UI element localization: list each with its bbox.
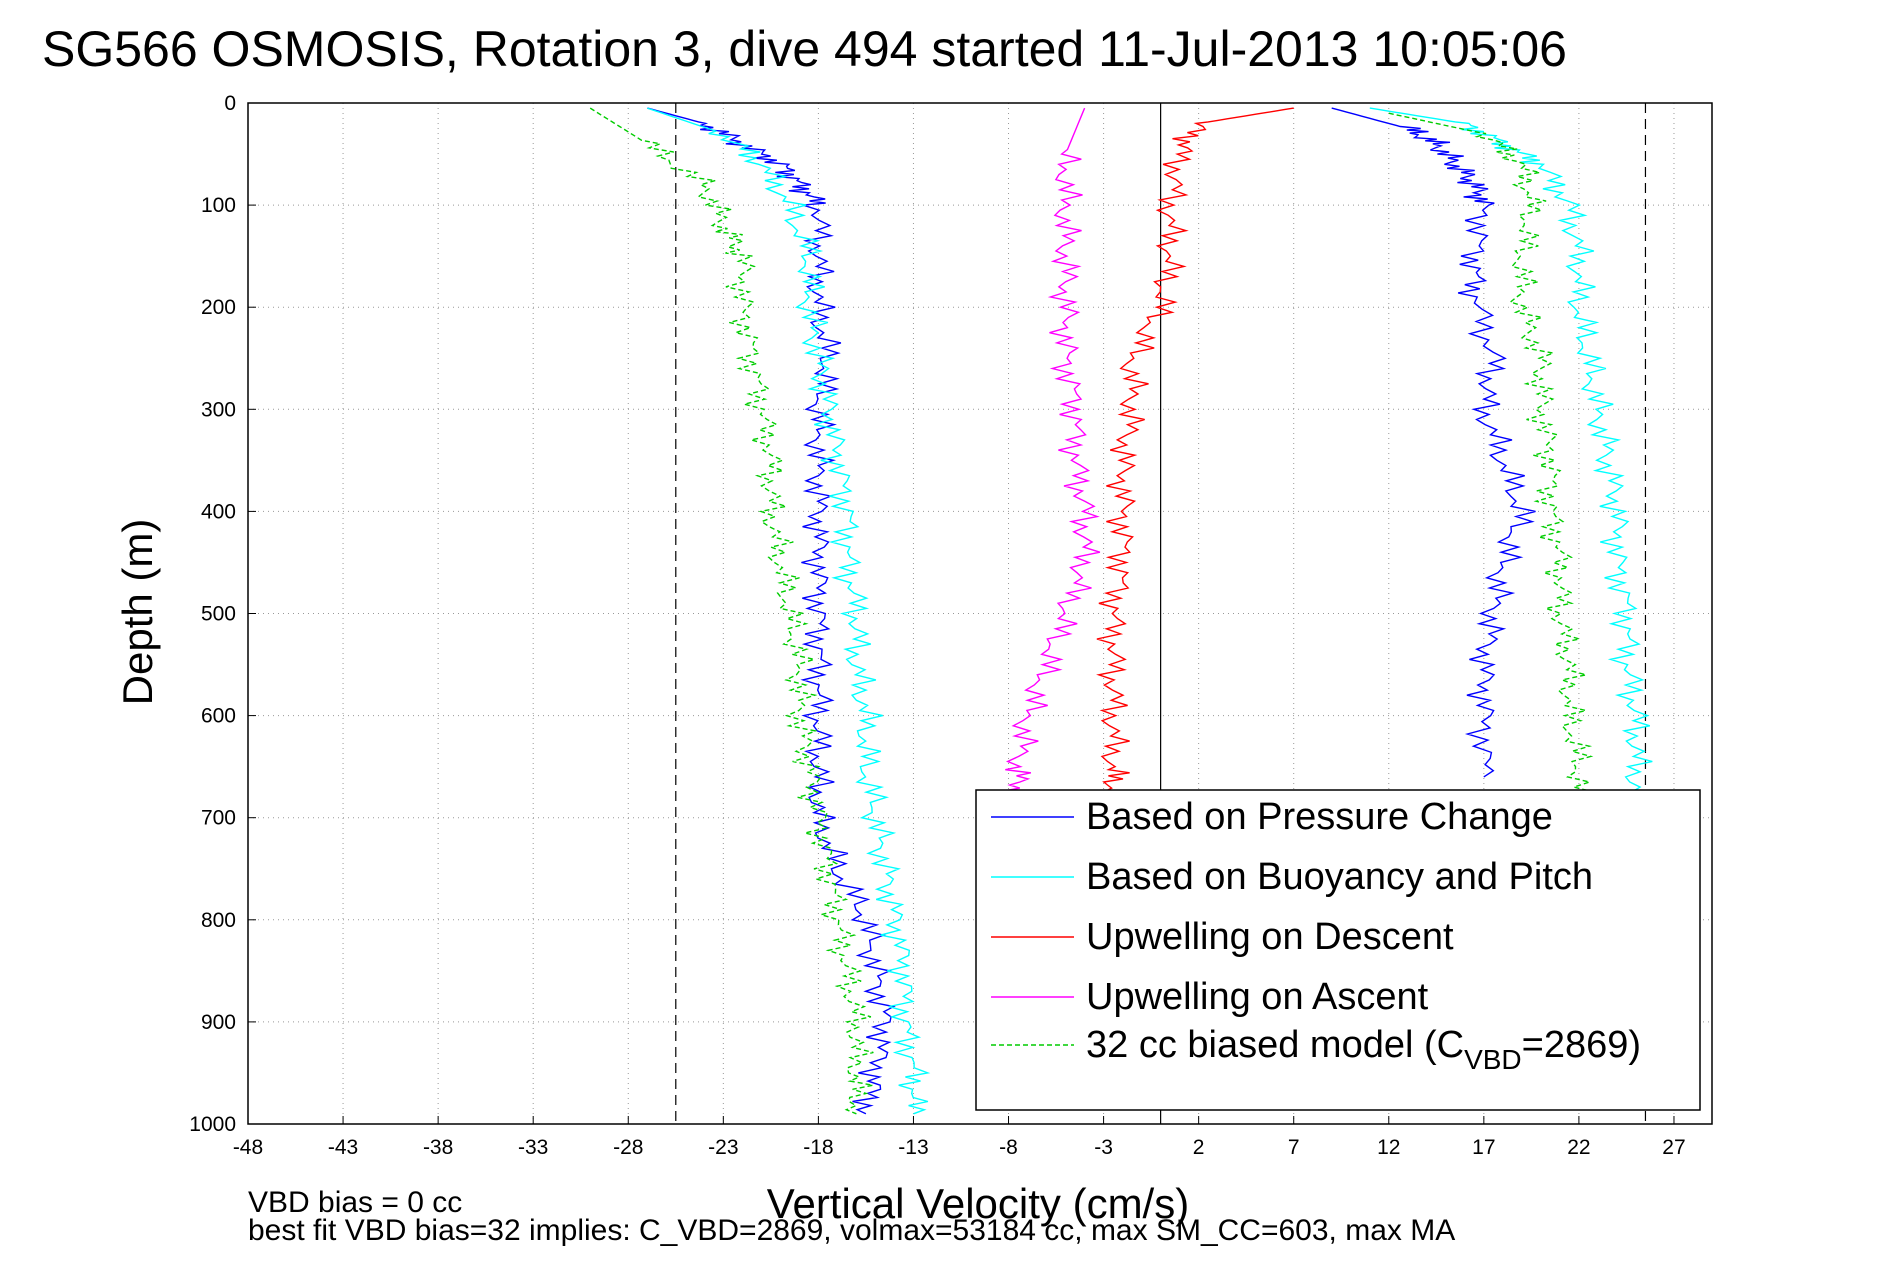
series-4-line-ascent bbox=[1388, 112, 1598, 819]
series-4-line-descent bbox=[589, 107, 874, 1115]
x-tick-label: 2 bbox=[1193, 1136, 1205, 1159]
y-tick-label: 500 bbox=[201, 603, 236, 626]
series-1-line-ascent bbox=[1369, 107, 1675, 880]
x-tick-label: -13 bbox=[898, 1136, 928, 1159]
legend: Based on Pressure Change Based on Buoyanc… bbox=[975, 789, 1701, 1111]
series-0-line-descent bbox=[647, 107, 896, 1115]
y-tick-label: 300 bbox=[201, 398, 236, 421]
y-tick-label: 0 bbox=[224, 92, 236, 115]
y-tick-label: 1000 bbox=[189, 1113, 236, 1136]
legend-label: Upwelling on Ascent bbox=[1086, 976, 1429, 1018]
series-2-line bbox=[1096, 107, 1294, 798]
y-tick-label: 200 bbox=[201, 296, 236, 319]
series-0-line-ascent bbox=[1331, 107, 1536, 778]
legend-label: Based on Buoyancy and Pitch bbox=[1086, 856, 1593, 898]
y-tick-label: 700 bbox=[201, 807, 236, 830]
x-tick-label: -43 bbox=[328, 1136, 358, 1159]
x-tick-label: -18 bbox=[803, 1136, 833, 1159]
x-tick-labels: -48 -43 -38 -33 -28 -23 -18 -13 -8 -3 2 7 12 17 22 27 bbox=[233, 1116, 1686, 1159]
x-tick-label: 22 bbox=[1567, 1136, 1590, 1159]
chart-title: SG566 OSMOSIS, Rotation 3, dive 494 star… bbox=[42, 21, 1567, 77]
x-tick-label: -33 bbox=[518, 1136, 548, 1159]
legend-label: Based on Pressure Change bbox=[1086, 796, 1553, 838]
y-tick-label: 600 bbox=[201, 705, 236, 728]
y-tick-label: 100 bbox=[201, 194, 236, 217]
x-tick-label: 7 bbox=[1288, 1136, 1300, 1159]
y-axis-label: Depth (m) bbox=[114, 519, 161, 706]
series-1-line-descent bbox=[647, 107, 931, 1115]
legend-box bbox=[975, 789, 1701, 1111]
y-tick-labels: 0 100 200 300 400 500 600 700 800 900 1000 bbox=[189, 92, 256, 1136]
series-group bbox=[589, 107, 1675, 1115]
legend-label: Upwelling on Descent bbox=[1086, 916, 1454, 958]
legend-label: 32 cc biased model (CVBD=2869) bbox=[1086, 1024, 1641, 1075]
x-tick-label: -23 bbox=[708, 1136, 738, 1159]
series-3-line bbox=[1002, 107, 1101, 798]
x-tick-label: 12 bbox=[1377, 1136, 1400, 1159]
x-tick-label: -48 bbox=[233, 1136, 263, 1159]
x-axis-label: Vertical Velocity (cm/s) bbox=[767, 1180, 1189, 1227]
y-tick-label: 400 bbox=[201, 500, 236, 523]
x-tick-label: 17 bbox=[1472, 1136, 1495, 1159]
x-tick-label: -28 bbox=[613, 1136, 643, 1159]
best-fit-annotation: best fit VBD bias=32 implies: C_VBD=2869… bbox=[248, 1214, 1455, 1247]
y-tick-label: 900 bbox=[201, 1011, 236, 1034]
x-tick-label: 27 bbox=[1662, 1136, 1685, 1159]
y-tick-label: 800 bbox=[201, 909, 236, 932]
vbd-bias-annotation: VBD bias = 0 cc bbox=[248, 1186, 462, 1219]
x-tick-label: -8 bbox=[999, 1136, 1018, 1159]
x-tick-label: -38 bbox=[423, 1136, 453, 1159]
x-tick-label: -3 bbox=[1094, 1136, 1113, 1159]
